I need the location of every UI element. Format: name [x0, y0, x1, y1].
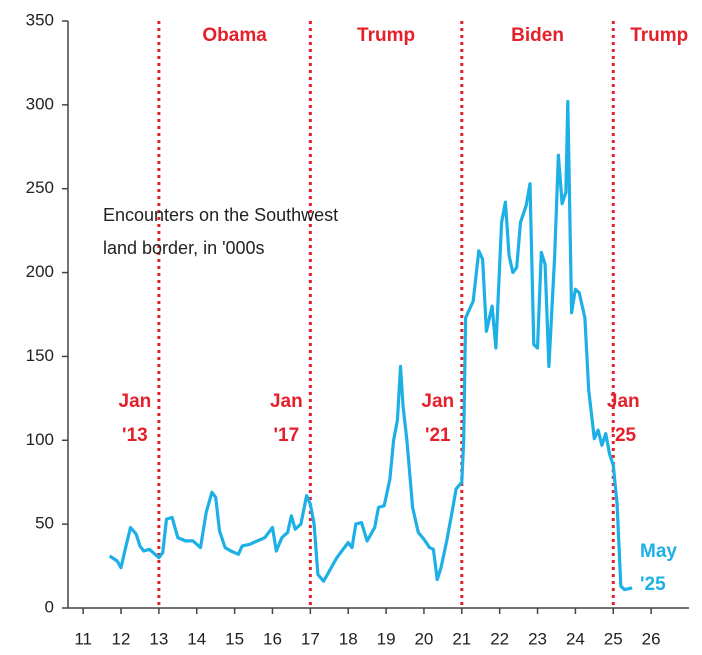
end-label: '25	[640, 574, 666, 595]
period-label: Trump	[630, 25, 688, 46]
y-tick-label: 50	[35, 514, 54, 533]
x-tick-label: 20	[414, 629, 433, 648]
data-line	[108, 99, 633, 592]
y-tick-label: 100	[26, 430, 54, 449]
y-tick-label: 300	[26, 94, 54, 113]
term-label: '13	[122, 425, 148, 446]
x-tick-label: 24	[566, 629, 585, 648]
x-tick-label: 13	[149, 629, 168, 648]
x-tick-label: 23	[528, 629, 547, 648]
y-tick-label: 250	[26, 178, 54, 197]
y-tick-label: 200	[26, 262, 54, 281]
x-tick-label: 12	[112, 629, 131, 648]
period-label: Trump	[357, 25, 415, 46]
term-label: Jan	[270, 391, 303, 412]
x-tick-label: 22	[490, 629, 509, 648]
x-tick-label: 15	[225, 629, 244, 648]
x-tick-label: 18	[339, 629, 358, 648]
term-label: Jan	[421, 391, 454, 412]
term-label: Jan	[119, 391, 152, 412]
x-tick-label: 26	[642, 629, 661, 648]
y-tick-label: 350	[26, 10, 54, 29]
period-label: Biden	[511, 25, 564, 46]
y-tick-label: 0	[45, 597, 54, 616]
term-label: '21	[425, 425, 451, 446]
x-tick-label: 21	[452, 629, 471, 648]
x-tick-label: 14	[187, 629, 206, 648]
term-label: Jan	[607, 391, 640, 412]
x-tick-label: 19	[377, 629, 396, 648]
y-tick-label: 150	[26, 346, 54, 365]
x-tick-label: 16	[263, 629, 282, 648]
x-tick-label: 17	[301, 629, 320, 648]
term-label: '17	[274, 425, 300, 446]
period-label: Obama	[202, 25, 267, 46]
x-tick-label: 11	[74, 629, 92, 648]
annotation: Encounters on the Southwest	[103, 205, 338, 225]
term-label: '25	[610, 425, 636, 446]
end-label: May	[640, 541, 677, 562]
annotation: land border, in '000s	[103, 238, 265, 258]
x-tick-label: 25	[604, 629, 623, 648]
